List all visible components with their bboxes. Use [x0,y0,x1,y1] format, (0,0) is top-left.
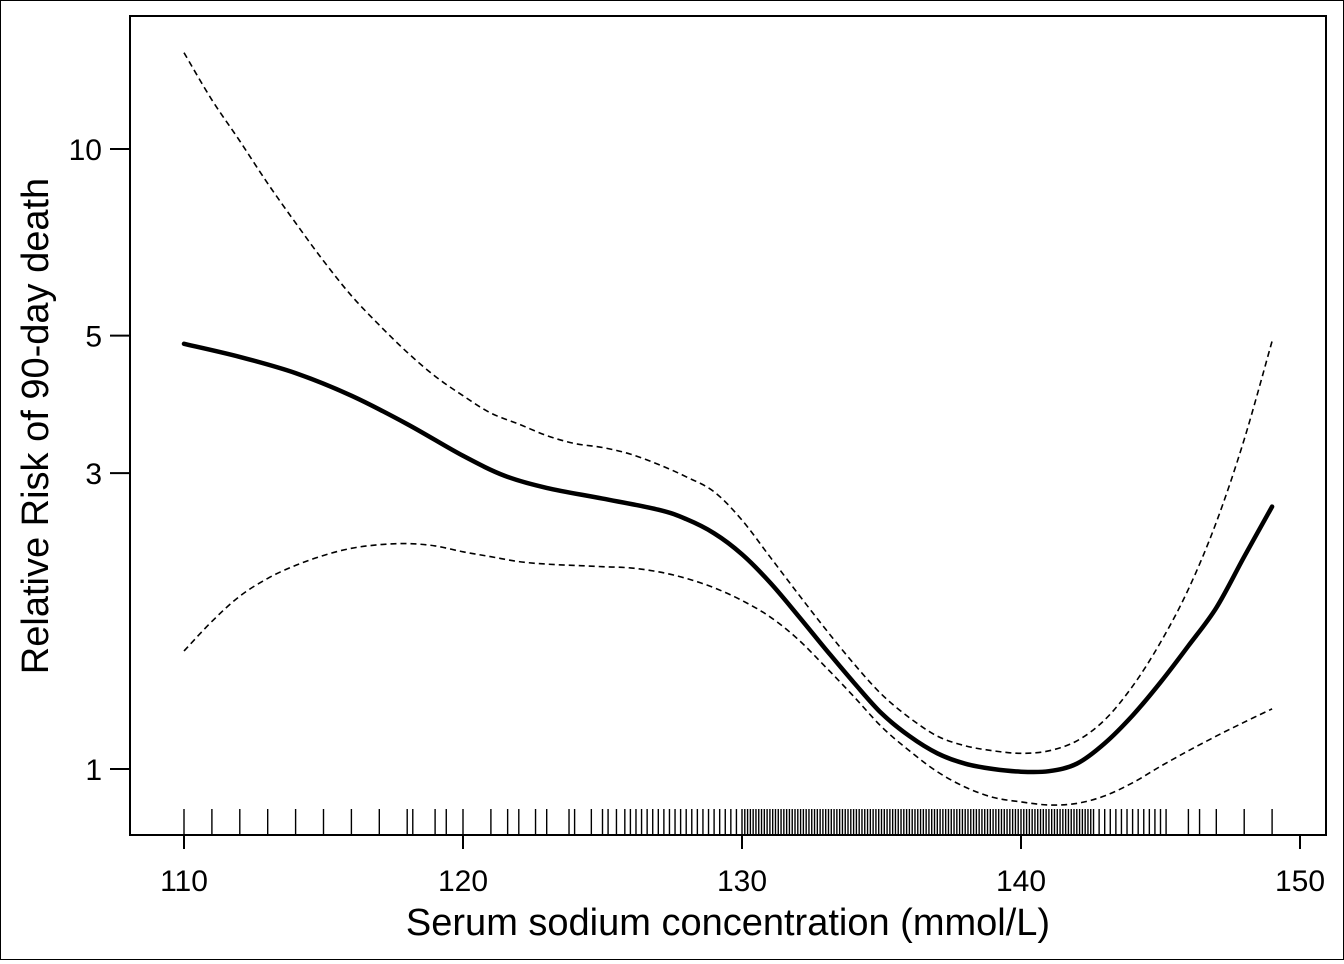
rug-layer [183,809,1273,835]
y-axis: 1 3 5 10 [69,134,130,787]
x-tick-label-120: 120 [438,865,488,898]
y-tick-label-5: 5 [85,321,102,354]
y-tick-label-10: 10 [69,134,102,167]
x-axis: 110 120 130 140 150 [160,835,1325,898]
y-tick-label-1: 1 [85,754,102,787]
x-tick-label-110: 110 [160,865,208,898]
y-tick-label-3: 3 [85,458,102,491]
x-tick-label-140: 140 [996,865,1046,898]
series-line-upper-ci [183,52,1273,755]
plot-frame [129,15,1327,836]
x-axis-title: Serum sodium concentration (mmol/L) [406,902,1050,944]
series-line-lower-ci [183,542,1273,806]
y-axis-title: Relative Risk of 90-day death [15,178,57,674]
x-tick-label-150: 150 [1275,865,1325,898]
x-tick-label-130: 130 [717,865,767,898]
series-line-estimate [181,341,1275,775]
line-layer [181,52,1275,806]
